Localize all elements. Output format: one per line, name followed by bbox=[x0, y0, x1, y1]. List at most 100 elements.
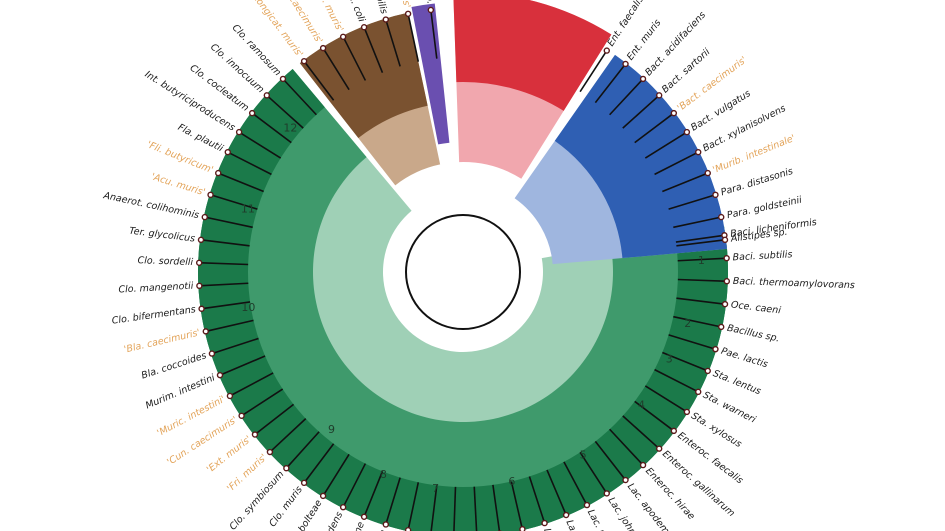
taxon-label: Esc. coli bbox=[342, 0, 367, 24]
taxon-label: Fla. plautii bbox=[176, 122, 225, 154]
leaf-tip-marker bbox=[195, 259, 203, 266]
leaf-branch bbox=[385, 477, 401, 523]
leaf-tip-marker bbox=[541, 519, 548, 527]
leaf-tip-marker bbox=[723, 278, 731, 285]
clade-wedge bbox=[198, 68, 728, 531]
leaf-branch bbox=[453, 486, 457, 531]
leaf-tip-marker bbox=[300, 479, 308, 487]
taxon-label: Anaerot. colihominis bbox=[102, 190, 201, 221]
leaf-branch bbox=[407, 482, 420, 529]
leaf-branch bbox=[240, 132, 282, 159]
leaf-tip-marker bbox=[300, 57, 308, 65]
leaf-tip-marker bbox=[562, 511, 570, 519]
leaf-tip-marker bbox=[263, 92, 271, 99]
leaf-branch bbox=[256, 403, 295, 434]
taxon-label: Oce. caeni bbox=[730, 299, 781, 316]
clade-number: 8 bbox=[380, 468, 387, 481]
taxon-label: Para. distasonis bbox=[720, 166, 795, 198]
leaf-branch bbox=[364, 471, 384, 516]
leaf-branch bbox=[510, 481, 523, 528]
clade-number: 4 bbox=[638, 399, 645, 412]
leaf-tip-marker bbox=[197, 236, 205, 244]
leaf-branch bbox=[207, 319, 254, 332]
leaf-tip-marker bbox=[695, 388, 702, 396]
leaf-tip-marker bbox=[215, 169, 222, 177]
leaf-branch bbox=[219, 173, 264, 193]
taxon-label: Int. butyriciproducens bbox=[143, 69, 237, 134]
leaf-tip-marker bbox=[360, 24, 368, 31]
leaf-branch bbox=[528, 476, 545, 522]
leaf-branch bbox=[304, 62, 335, 101]
leaf-branch bbox=[229, 152, 272, 176]
leaf-tip-marker bbox=[639, 461, 647, 469]
leaf-tip-marker bbox=[404, 10, 412, 17]
leaf-branch bbox=[283, 79, 317, 116]
leaf-branch bbox=[231, 372, 274, 396]
clade-number: 9 bbox=[328, 423, 335, 436]
leaf-tip-marker bbox=[603, 47, 610, 54]
leaf-tip-marker bbox=[404, 527, 412, 531]
leaf-tip-marker bbox=[583, 501, 591, 509]
leaf-tip-marker bbox=[704, 367, 711, 375]
clade-wedge bbox=[554, 54, 727, 259]
taxon-label: Clo. sordelli bbox=[137, 255, 193, 268]
leaf-tip-marker bbox=[226, 392, 234, 400]
leaf-tip-marker bbox=[208, 350, 216, 357]
leaf-branch bbox=[594, 65, 625, 104]
clade-wedge bbox=[411, 3, 450, 145]
root-circle bbox=[405, 214, 521, 330]
leaf-branch bbox=[221, 355, 266, 376]
leaf-tip-marker bbox=[224, 148, 231, 156]
leaf-branch bbox=[385, 21, 401, 67]
leaf-branch bbox=[430, 485, 438, 531]
leaf-branch bbox=[677, 257, 725, 262]
clade-wedge bbox=[299, 12, 428, 139]
leaf-branch bbox=[673, 315, 720, 328]
leaf-branch bbox=[430, 11, 438, 59]
taxon-label: Acinetobacter sp. bbox=[414, 0, 435, 5]
leaf-branch bbox=[634, 113, 673, 144]
leaf-tip-marker bbox=[622, 476, 629, 484]
leaf-branch bbox=[206, 216, 253, 229]
clade-number: 1 bbox=[698, 254, 705, 267]
clade-number: 6 bbox=[508, 475, 515, 488]
leaf-branch bbox=[201, 262, 249, 266]
leaf-branch bbox=[343, 463, 367, 506]
leaf-branch bbox=[673, 216, 720, 229]
leaf-branch bbox=[654, 152, 697, 176]
taxon-label: 'Acu. muris' bbox=[150, 171, 207, 198]
leaf-branch bbox=[287, 431, 320, 468]
leaf-tip-marker bbox=[319, 44, 327, 52]
leaf-branch bbox=[212, 194, 258, 210]
leaf-branch bbox=[364, 28, 384, 73]
leaf-branch bbox=[323, 49, 350, 91]
clade-number: 2 bbox=[684, 317, 691, 330]
leaf-branch bbox=[609, 79, 643, 116]
leaf-branch bbox=[213, 337, 259, 354]
leaf-branch bbox=[662, 173, 707, 193]
leaf-tip-marker bbox=[712, 191, 719, 199]
leaf-branch bbox=[546, 469, 567, 514]
leaf-tip-marker bbox=[683, 128, 691, 136]
leaf-branch bbox=[323, 453, 350, 495]
leaf-branch bbox=[644, 385, 686, 412]
leaf-tip-marker bbox=[196, 282, 203, 290]
leaf-tip-marker bbox=[251, 431, 259, 438]
leaf-tip-marker bbox=[655, 445, 663, 452]
leaf-tip-marker bbox=[704, 169, 711, 177]
taxon-label: Enteroc. gallinarum bbox=[660, 449, 737, 520]
leaf-branch bbox=[473, 486, 478, 531]
clade-number: 12 bbox=[283, 122, 297, 135]
leaf-branch bbox=[242, 388, 284, 416]
leaf-tip-marker bbox=[695, 148, 702, 156]
clade-number: 10 bbox=[241, 301, 255, 314]
leaf-tip-marker bbox=[238, 412, 245, 419]
clade-wedge bbox=[453, 0, 612, 111]
leaf-branch bbox=[668, 334, 714, 350]
leaf-tip-marker bbox=[712, 345, 719, 353]
leaf-branch bbox=[563, 461, 587, 504]
clade-number: 11 bbox=[241, 202, 255, 215]
leaf-tip-marker bbox=[279, 75, 287, 83]
leaf-tip-marker bbox=[207, 191, 214, 199]
leaf-branch bbox=[622, 415, 659, 448]
